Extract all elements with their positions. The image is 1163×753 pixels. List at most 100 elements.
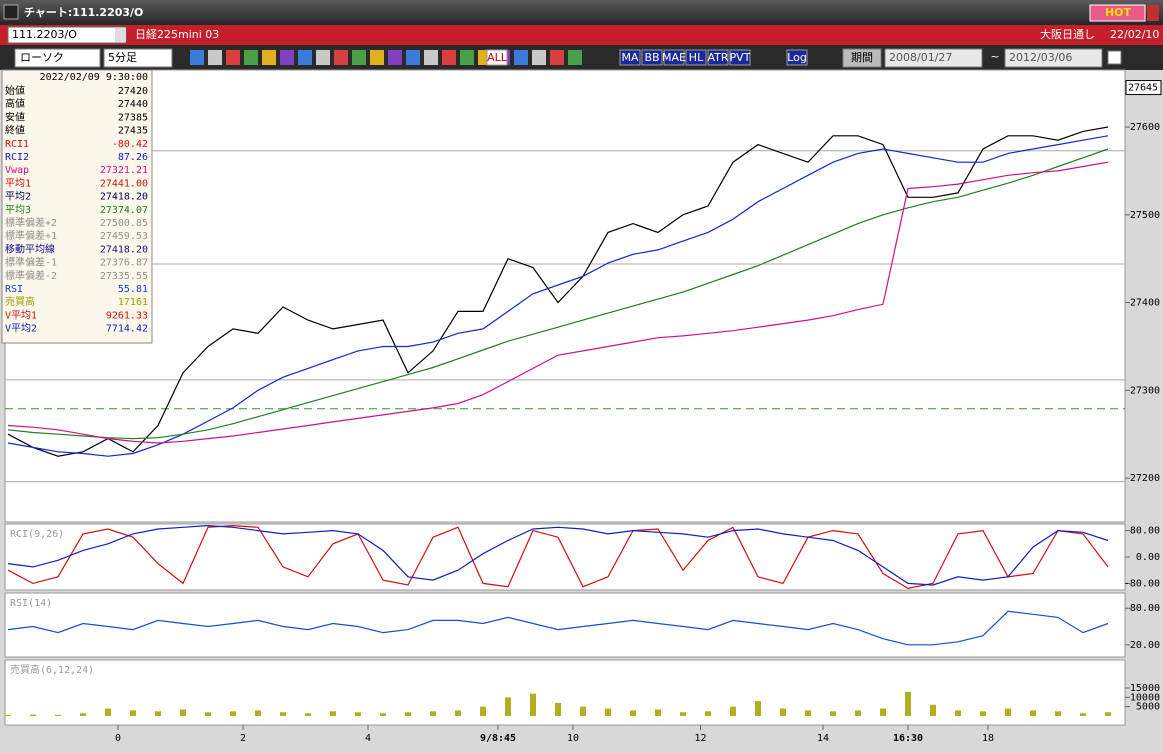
info-label: RCI1 bbox=[5, 139, 29, 150]
volume-bar bbox=[1055, 711, 1061, 716]
volume-bar bbox=[480, 706, 486, 716]
tool-icon[interactable] bbox=[707, 49, 729, 66]
tool-icon[interactable] bbox=[619, 49, 641, 66]
tool-icon[interactable] bbox=[298, 50, 312, 65]
volume-bar bbox=[1030, 710, 1036, 716]
symbol-dropdown[interactable] bbox=[115, 28, 126, 42]
info-label: 売買高 bbox=[5, 295, 35, 308]
volume-bar bbox=[30, 714, 36, 716]
info-value: 27418.20 bbox=[100, 192, 148, 203]
info-value: 87.26 bbox=[118, 152, 148, 163]
volume-bar bbox=[155, 711, 161, 716]
chart-type: ローソク bbox=[20, 51, 64, 64]
tilde: ~ bbox=[990, 50, 999, 63]
tool-icon[interactable] bbox=[641, 49, 663, 66]
info-label: 平均1 bbox=[5, 177, 31, 189]
x-tick-label: 9/8:45 bbox=[480, 733, 516, 744]
rci-panel bbox=[4, 523, 1126, 591]
info-label: V平均1 bbox=[5, 309, 37, 321]
tool-icon-label: ATR bbox=[707, 51, 728, 64]
tool-icon[interactable] bbox=[424, 50, 438, 65]
tool-icon[interactable] bbox=[568, 50, 582, 65]
tool-icon-label: ALL bbox=[487, 51, 508, 64]
tool-icon[interactable] bbox=[370, 50, 384, 65]
hot-label: HOT bbox=[1105, 6, 1132, 19]
y-tick-label: 27600 bbox=[1130, 122, 1160, 133]
chart-type-select[interactable] bbox=[14, 48, 101, 68]
info-label: 高値 bbox=[5, 97, 25, 110]
x-tick-label: 2 bbox=[240, 733, 246, 744]
close-button[interactable] bbox=[1147, 5, 1159, 21]
tool-icon[interactable] bbox=[208, 50, 222, 65]
tool-icon[interactable] bbox=[190, 50, 204, 65]
volume-bar bbox=[830, 711, 836, 716]
x-tick-label: 0 bbox=[115, 733, 121, 744]
info-value: 9261.33 bbox=[106, 310, 148, 321]
hot-button[interactable] bbox=[1089, 4, 1146, 22]
tool-icon-label: MAE bbox=[662, 51, 686, 64]
plots: 27200 27300 27400 27500 27600 27645 0 2 4 9/8:45 1… bbox=[5, 80, 1162, 744]
info-value: 17161 bbox=[118, 297, 148, 308]
info-value: 27420 bbox=[118, 86, 148, 97]
to-date-input[interactable] bbox=[1004, 48, 1103, 68]
y-tick-label: 27500 bbox=[1130, 210, 1160, 221]
y-tick-label: 27200 bbox=[1130, 473, 1160, 484]
header-date: 22/02/10 bbox=[1110, 28, 1159, 41]
y-tick-label: 27400 bbox=[1130, 298, 1160, 309]
info-label: 移動平均線 bbox=[5, 242, 55, 255]
period: 期間 bbox=[851, 51, 873, 64]
tool-icon[interactable] bbox=[663, 49, 685, 66]
rsi-line bbox=[7, 610, 1109, 646]
tool-icon[interactable] bbox=[532, 50, 546, 65]
volume-bar bbox=[930, 704, 936, 716]
y-tick-label: 20.00 bbox=[1130, 640, 1160, 651]
volume-bar bbox=[705, 711, 711, 716]
tool-icon[interactable] bbox=[244, 50, 258, 65]
tool-icon[interactable] bbox=[685, 49, 707, 66]
tool-icon[interactable] bbox=[514, 50, 528, 65]
info-value: 27321.21 bbox=[100, 165, 148, 176]
tool-icon[interactable] bbox=[406, 50, 420, 65]
volume-bar bbox=[280, 712, 286, 716]
y-tick-label: 0.00 bbox=[1136, 552, 1160, 563]
tool-icon[interactable] bbox=[226, 50, 240, 65]
volume-bar bbox=[755, 701, 761, 716]
checkbox[interactable] bbox=[1107, 50, 1122, 65]
tool-icon[interactable] bbox=[786, 49, 808, 66]
tool-icon[interactable] bbox=[442, 50, 456, 65]
period-button[interactable] bbox=[842, 48, 882, 68]
x-tick-label: 10 bbox=[567, 733, 579, 744]
x-tick-label: 14 bbox=[817, 733, 829, 744]
info-value: 27440 bbox=[118, 99, 148, 110]
tool-icon[interactable] bbox=[316, 50, 330, 65]
tool-icon[interactable] bbox=[460, 50, 474, 65]
tool-icon[interactable] bbox=[729, 49, 751, 66]
window-title: チャート:111.2203/O bbox=[24, 6, 143, 19]
from-date-input[interactable] bbox=[884, 48, 983, 68]
info-label: RCI2 bbox=[5, 152, 29, 163]
from-date: 2008/01/27 bbox=[889, 51, 952, 64]
price-line bbox=[7, 148, 1109, 440]
volume-panel bbox=[4, 659, 1126, 726]
interval-select[interactable] bbox=[103, 48, 173, 68]
tool-icon[interactable] bbox=[550, 50, 564, 65]
session: 大阪日通し bbox=[1040, 27, 1095, 41]
tool-icon[interactable] bbox=[486, 49, 508, 66]
volume-bar bbox=[355, 712, 361, 716]
info-value: 27441.00 bbox=[100, 178, 148, 189]
panel-label: 売買高(6,12,24) bbox=[10, 663, 94, 676]
tool-icon[interactable] bbox=[334, 50, 348, 65]
tool-icon[interactable] bbox=[352, 50, 366, 65]
volume-bar bbox=[730, 706, 736, 716]
volume-bar bbox=[205, 712, 211, 716]
info-label: 標準偏差+2 bbox=[5, 216, 57, 229]
y-tick-label: 5000 bbox=[1136, 702, 1160, 713]
tool-icon[interactable] bbox=[388, 50, 402, 65]
info-value: 27459.53 bbox=[100, 231, 148, 242]
volume-bar bbox=[655, 709, 661, 716]
volume-bar bbox=[580, 706, 586, 716]
y-tick-label: 80.00 bbox=[1130, 526, 1160, 537]
panel-label: RSI(14) bbox=[10, 598, 52, 609]
tool-icon[interactable] bbox=[262, 50, 276, 65]
tool-icon[interactable] bbox=[280, 50, 294, 65]
